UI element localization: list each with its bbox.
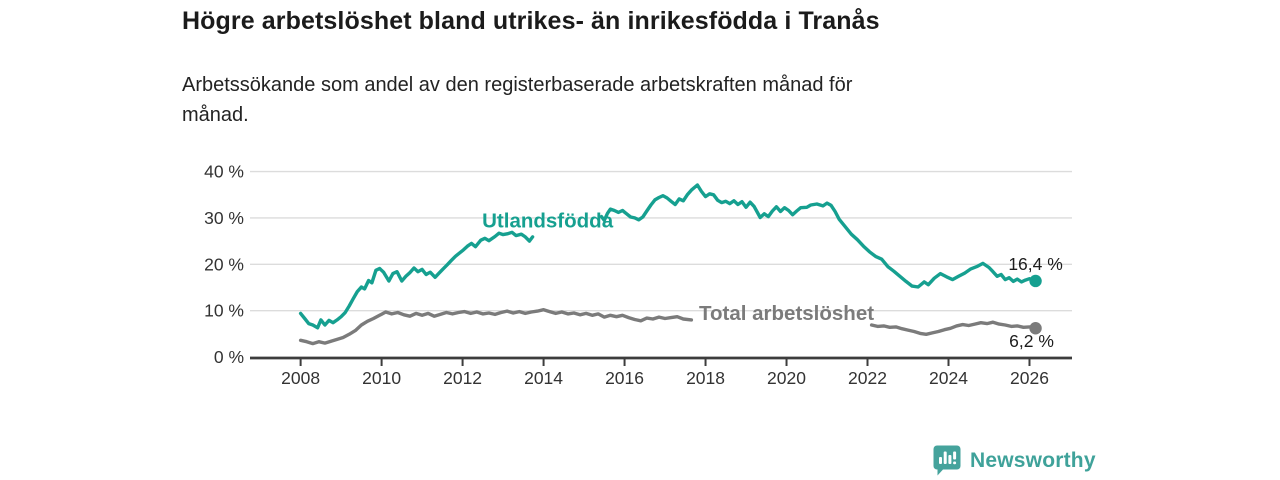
y-tick-label-30: 30 % xyxy=(204,208,244,228)
newsworthy-bubble-icon xyxy=(933,445,961,476)
x-tick-label-2018: 2018 xyxy=(686,368,725,388)
y-tick-label-40: 40 % xyxy=(204,162,244,182)
x-tick-label-2012: 2012 xyxy=(443,368,482,388)
x-tick-label-2026: 2026 xyxy=(1010,368,1049,388)
page-title: Högre arbetslöshet bland utrikes- än inr… xyxy=(182,7,880,35)
series-end-dot-total-arbetsloshet xyxy=(1029,322,1042,335)
x-tick-label-2010: 2010 xyxy=(362,368,401,388)
x-tick-label-2016: 2016 xyxy=(605,368,644,388)
brand-name: Newsworthy xyxy=(970,448,1096,472)
series-end-dot-utlandsfodda xyxy=(1029,274,1042,288)
chart-header: Högre arbetslöshet bland utrikes- än inr… xyxy=(182,6,1122,126)
chart-subtitle: Arbetssökande som andel av den registerb… xyxy=(182,74,853,126)
end-value-label-utlandsfodda: 16,4 % xyxy=(1008,254,1062,274)
newsworthy-logo: Newsworthy xyxy=(933,445,1096,476)
y-tick-label-20: 20 % xyxy=(204,254,244,274)
series-line-total-arbetsloshet-seg2 xyxy=(869,320,1038,336)
series-line-total-arbetsloshet-seg1 xyxy=(298,308,694,346)
series-label-total-arbetsloshet: Total arbetslöshet xyxy=(699,302,874,325)
x-tick-label-2008: 2008 xyxy=(281,368,320,388)
x-tick-label-2014: 2014 xyxy=(524,368,563,388)
series-label-utlandsfodda: Utlandsfödda xyxy=(482,210,614,233)
series-line-utlandsfodda-seg1 xyxy=(298,230,535,330)
x-tick-label-2024: 2024 xyxy=(929,368,968,388)
x-tick-label-2022: 2022 xyxy=(848,368,887,388)
x-tick-label-2020: 2020 xyxy=(767,368,806,388)
y-tick-label-10: 10 % xyxy=(204,301,244,321)
end-value-label-total-arbetsloshet: 6,2 % xyxy=(1009,331,1054,351)
series-line-utlandsfodda-seg2 xyxy=(599,183,1038,289)
y-tick-label-0: 0 % xyxy=(214,347,244,367)
